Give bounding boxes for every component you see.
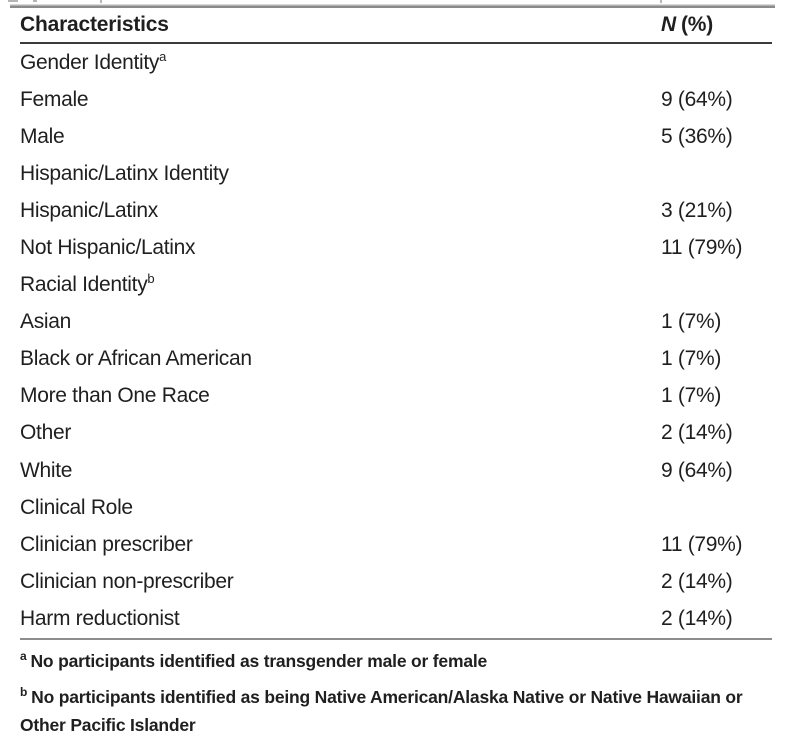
table-bottom-rule xyxy=(20,638,772,640)
row-label: Harm reductionist xyxy=(20,607,661,631)
row-label: Racial Identityb xyxy=(20,271,661,297)
row-label: Female xyxy=(20,88,661,112)
row-label-sup: a xyxy=(159,48,167,64)
header-n-pct: N (%) xyxy=(661,13,772,37)
row-value: 11 (79%) xyxy=(661,236,743,260)
table-row: Racial Identityb xyxy=(20,267,772,304)
row-label-text: Hispanic/Latinx xyxy=(20,198,158,222)
cropped-text-remnant xyxy=(33,0,37,2)
table-row: Other 2 (14%) xyxy=(20,415,772,452)
row-label: Gender Identitya xyxy=(20,48,661,75)
row-label-text: Black or African American xyxy=(20,347,252,371)
row-value: 3 (21%) xyxy=(661,198,733,222)
table-row: Not Hispanic/Latinx 11 (79%) xyxy=(20,229,772,266)
table-row: Harm reductionist 2 (14%) xyxy=(20,600,772,637)
row-label: Male xyxy=(20,125,661,149)
table-row: Hispanic/Latinx 3 (21%) xyxy=(20,192,772,229)
footnote-text: No participants identified as being Nati… xyxy=(20,687,743,735)
row-value: 1 (7%) xyxy=(661,384,722,408)
row-label-sup: b xyxy=(147,271,155,287)
table-row: Black or African American 1 (7%) xyxy=(20,341,772,378)
row-label: Clinician prescriber xyxy=(20,533,661,557)
row-value: 1 (7%) xyxy=(661,347,722,371)
row-label: Clinical Role xyxy=(20,496,661,520)
row-label-text: Gender Identity xyxy=(20,50,160,74)
table-row: Hispanic/Latinx Identity xyxy=(20,155,772,192)
row-value: 9 (64%) xyxy=(661,458,733,482)
cropped-text-remnant xyxy=(8,0,18,2)
row-value: 1 (7%) xyxy=(661,310,722,334)
row-value: 2 (14%) xyxy=(661,569,733,593)
row-label: Hispanic/Latinx xyxy=(20,199,661,223)
table-row: Clinician non-prescriber 2 (14%) xyxy=(20,563,772,600)
table-row: Clinical Role xyxy=(20,489,772,526)
row-label-text: Asian xyxy=(20,310,72,334)
row-label-text: More than One Race xyxy=(20,384,210,408)
row-label: Clinician non-prescriber xyxy=(20,570,661,594)
row-label: More than One Race xyxy=(20,384,661,408)
table-header-rule xyxy=(20,42,772,44)
table-footnotes: a No participants identified as transgend… xyxy=(20,644,772,739)
footnote: b No participants identified as being Nat… xyxy=(20,683,772,739)
footnote: a No participants identified as transgend… xyxy=(20,647,772,675)
cropped-text-remnant xyxy=(100,0,102,3)
row-value: 5 (36%) xyxy=(661,124,733,148)
table-row: More than One Race 1 (7%) xyxy=(20,378,772,415)
header-pct-label: (%) xyxy=(680,13,714,36)
header-characteristics: Characteristics xyxy=(20,13,661,37)
cropped-text-remnant xyxy=(660,0,662,3)
footnote-marker: a xyxy=(20,649,27,664)
table-top-rule xyxy=(10,4,775,8)
row-label-text: Racial Identity xyxy=(20,273,148,297)
row-label-text: Clinical Role xyxy=(20,495,133,519)
table-row: White 9 (64%) xyxy=(20,452,772,489)
table-body: Gender Identitya Female 9 (64%) Male 5 (… xyxy=(20,44,772,638)
row-label-text: Clinician prescriber xyxy=(20,532,193,556)
footnote-marker: b xyxy=(20,685,28,700)
row-label-text: Female xyxy=(20,87,89,111)
row-value: 11 (79%) xyxy=(661,532,743,556)
row-label-text: Harm reductionist xyxy=(20,606,180,630)
row-label: Other xyxy=(20,421,661,445)
table-row: Clinician prescriber 11 (79%) xyxy=(20,526,772,563)
row-label: Asian xyxy=(20,310,661,334)
row-value: 9 (64%) xyxy=(661,87,733,111)
row-label-text: Other xyxy=(20,421,72,445)
header-n-label: N xyxy=(661,13,676,36)
row-value: 2 (14%) xyxy=(661,421,733,445)
row-label-text: Clinician non-prescriber xyxy=(20,569,234,593)
table-row: Male 5 (36%) xyxy=(20,118,772,155)
row-label: Black or African American xyxy=(20,347,661,371)
header-characteristics-label: Characteristics xyxy=(20,13,169,36)
row-label-text: White xyxy=(20,458,73,482)
row-value: 2 (14%) xyxy=(661,606,733,630)
table-header-row: Characteristics N (%) xyxy=(20,8,772,42)
row-label: White xyxy=(20,459,661,483)
row-label: Hispanic/Latinx Identity xyxy=(20,162,661,186)
table-row: Asian 1 (7%) xyxy=(20,304,772,341)
table-row: Female 9 (64%) xyxy=(20,81,772,118)
row-label-text: Hispanic/Latinx Identity xyxy=(20,161,229,185)
row-label: Not Hispanic/Latinx xyxy=(20,236,661,260)
row-label-text: Not Hispanic/Latinx xyxy=(20,236,196,260)
table-row: Gender Identitya xyxy=(20,44,772,81)
footnote-text: No participants identified as transgende… xyxy=(30,651,488,671)
row-label-text: Male xyxy=(20,124,65,148)
